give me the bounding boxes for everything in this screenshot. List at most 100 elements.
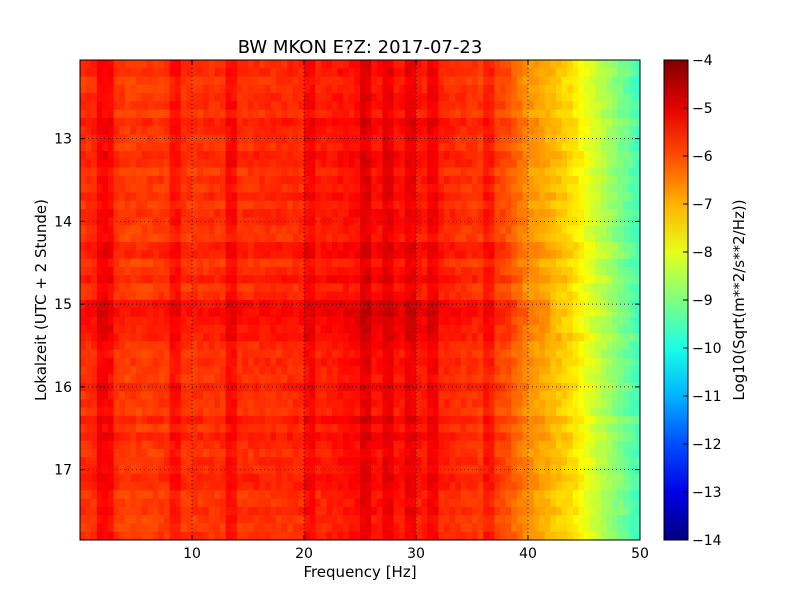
heatmap-cell	[539, 151, 546, 160]
heatmap-cell	[376, 448, 383, 458]
heatmap-cell	[393, 167, 400, 177]
heatmap-cell	[164, 192, 170, 202]
heatmap-cell	[466, 60, 473, 69]
heatmap-cell	[477, 225, 484, 235]
heatmap-cell	[410, 217, 417, 226]
heatmap-cell	[315, 84, 322, 94]
heatmap-cell	[421, 208, 428, 218]
heatmap-cell	[354, 341, 361, 351]
heatmap-cell	[612, 448, 618, 458]
heatmap-cell	[634, 242, 641, 251]
heatmap-cell	[113, 84, 120, 94]
heatmap-cell	[516, 399, 523, 408]
heatmap-cell	[253, 374, 260, 384]
heatmap-cell	[444, 142, 450, 152]
heatmap-cell	[410, 126, 417, 135]
heatmap-cell	[180, 440, 187, 450]
heatmap-cell	[449, 407, 456, 417]
heatmap-cell	[516, 283, 523, 293]
heatmap-cell	[544, 440, 551, 450]
heatmap-cell	[276, 275, 282, 284]
heatmap-cell	[516, 432, 523, 442]
heatmap-cell	[393, 399, 400, 408]
heatmap-cell	[628, 266, 635, 276]
heatmap-cell	[516, 117, 523, 127]
heatmap-cell	[276, 357, 282, 367]
heatmap-cell	[108, 465, 114, 475]
heatmap-cell	[494, 333, 501, 342]
heatmap-cell	[544, 159, 551, 168]
heatmap-cell	[533, 192, 540, 202]
heatmap-cell	[600, 374, 607, 384]
heatmap-cell	[466, 126, 473, 135]
heatmap-cell	[511, 76, 518, 86]
heatmap-cell	[578, 432, 585, 442]
heatmap-cell	[158, 275, 165, 284]
heatmap-cell	[617, 258, 624, 268]
heatmap-cell	[354, 316, 361, 326]
heatmap-cell	[505, 324, 512, 334]
heatmap-cell	[332, 93, 338, 102]
heatmap-cell	[85, 68, 92, 77]
heatmap-cell	[152, 266, 159, 276]
heatmap-cell	[455, 175, 462, 185]
heatmap-cell	[438, 217, 445, 226]
heatmap-cell	[147, 101, 154, 111]
heatmap-cell	[466, 391, 473, 400]
heatmap-cell	[220, 233, 226, 243]
heatmap-cell	[192, 333, 198, 342]
heatmap-cell	[416, 316, 422, 326]
heatmap-cell	[332, 76, 338, 86]
heatmap-cell	[169, 275, 176, 284]
heatmap-cell	[388, 258, 394, 268]
heatmap-cell	[91, 167, 98, 177]
heatmap-cell	[96, 275, 103, 284]
heatmap-cell	[281, 275, 288, 284]
heatmap-cell	[102, 440, 109, 450]
heatmap-cell	[141, 283, 148, 293]
heatmap-cell	[460, 242, 467, 251]
heatmap-cell	[427, 316, 434, 326]
heatmap-cell	[180, 399, 187, 408]
heatmap-cell	[119, 341, 126, 351]
heatmap-cell	[584, 291, 590, 301]
heatmap-cell	[427, 126, 434, 135]
heatmap-cell	[236, 415, 243, 425]
heatmap-cell	[612, 333, 618, 342]
heatmap-cell	[360, 316, 366, 326]
heatmap-cell	[432, 448, 439, 458]
heatmap-cell	[337, 457, 344, 466]
heatmap-cell	[567, 175, 574, 185]
heatmap-cell	[164, 415, 170, 425]
heatmap-cell	[354, 142, 361, 152]
heatmap-cell	[197, 126, 204, 135]
heatmap-cell	[477, 184, 484, 193]
heatmap-cell	[141, 208, 148, 218]
heatmap-cell	[169, 291, 176, 301]
heatmap-cell	[494, 300, 501, 309]
heatmap-cell	[276, 126, 282, 135]
heatmap-cell	[281, 349, 288, 359]
heatmap-cell	[80, 357, 86, 367]
heatmap-cell	[449, 109, 456, 119]
heatmap-cell	[214, 300, 221, 309]
heatmap-cell	[292, 382, 299, 392]
heatmap-cell	[337, 159, 344, 168]
heatmap-cell	[528, 167, 534, 177]
heatmap-cell	[404, 391, 411, 400]
heatmap-cell	[242, 407, 249, 417]
heatmap-cell	[399, 242, 406, 251]
heatmap-cell	[612, 250, 618, 260]
heatmap-cell	[628, 440, 635, 450]
heatmap-cell	[320, 151, 327, 160]
heatmap-cell	[102, 175, 109, 185]
heatmap-cell	[533, 266, 540, 276]
heatmap-cell	[175, 184, 182, 193]
heatmap-cell	[578, 68, 585, 77]
heatmap-cell	[248, 341, 254, 351]
heatmap-cell	[242, 366, 249, 375]
heatmap-cell	[533, 432, 540, 442]
heatmap-cell	[438, 134, 445, 144]
heatmap-cell	[343, 399, 350, 408]
heatmap-cell	[617, 324, 624, 334]
